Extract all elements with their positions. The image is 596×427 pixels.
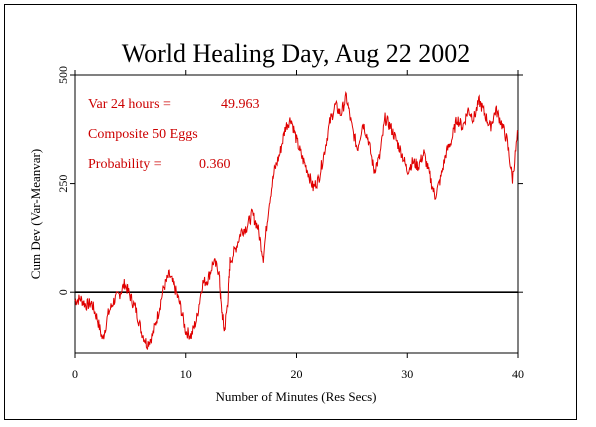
x-tick-label: 10 — [180, 367, 192, 381]
annotation-block: Var 24 hours = 49.963 Composite 50 Eggs … — [88, 97, 260, 172]
y-tick-label: 0 — [56, 289, 70, 295]
x-tick-label: 30 — [401, 367, 413, 381]
annotation-var-label: Var 24 hours = — [88, 97, 171, 112]
y-axis-ticks: 0 250 500 — [56, 66, 523, 295]
x-tick-label: 40 — [512, 367, 524, 381]
annotation-var-value: 49.963 — [221, 97, 260, 112]
x-tick-label: 20 — [291, 367, 303, 381]
y-tick-label: 250 — [56, 175, 70, 193]
y-axis-label: Cum Dev (Var-Meanvar) — [28, 149, 43, 279]
x-axis-label: Number of Minutes (Res Secs) — [215, 389, 376, 404]
series-line-cumdev — [74, 91, 519, 350]
plot-area — [74, 74, 519, 354]
x-axis-ticks: 0 10 20 30 40 — [72, 70, 524, 381]
annotation-composite: Composite 50 Eggs — [88, 127, 198, 142]
chart-title: World Healing Day, Aug 22 2002 — [122, 39, 471, 68]
annotation-prob-label: Probability = — [88, 157, 162, 172]
annotation-prob-value: 0.360 — [199, 157, 231, 172]
chart-frame — [4, 4, 577, 420]
y-tick-label: 500 — [56, 66, 70, 84]
x-tick-label: 0 — [72, 367, 78, 381]
